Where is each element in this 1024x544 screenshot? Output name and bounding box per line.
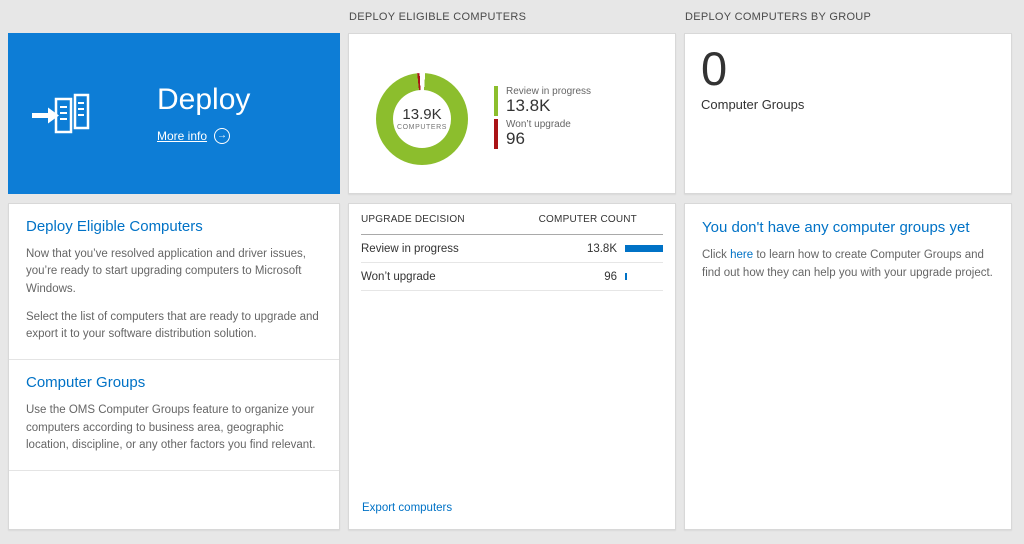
legend-label: Review in progress — [506, 86, 592, 98]
row-bar-cell — [617, 273, 663, 280]
legend-item-review-in-progress: Review in progress 13.8K — [494, 86, 591, 116]
right-column-header: DEPLOY COMPUTERS BY GROUP — [685, 10, 872, 23]
computer-groups-count-label: Computer Groups — [701, 97, 805, 113]
export-computers-link[interactable]: Export computers — [362, 502, 453, 514]
section-heading: Computer Groups — [26, 374, 146, 392]
here-link[interactable]: here — [730, 249, 754, 261]
row-value: 13.8K — [586, 242, 617, 255]
row-count-bar — [625, 273, 627, 280]
left-column: Deploy More info → Deploy Eligible Compu… — [8, 0, 340, 530]
deploy-icon — [32, 93, 90, 133]
arrow-right-circle-icon[interactable]: → — [214, 128, 231, 144]
computer-groups-count-card: 0 Computer Groups — [684, 33, 1012, 194]
computer-groups-count: 0 — [701, 42, 728, 95]
row-bar-cell — [617, 245, 663, 252]
deploy-tile[interactable]: Deploy More info → — [8, 33, 340, 194]
table-header-row: UPGRADE DECISION COMPUTER COUNT — [361, 204, 663, 235]
eligible-computers-chart-card: 13.9K COMPUTERS Review in progress 13.8K… — [348, 33, 676, 194]
section-deploy-eligible-computers: Deploy Eligible Computers Now that you’v… — [9, 204, 339, 359]
empty-text-before: Click — [702, 249, 731, 261]
middle-column: DEPLOY ELIGIBLE COMPUTERS 13.9K COMPUTER… — [348, 0, 676, 530]
middle-column-header: DEPLOY ELIGIBLE COMPUTERS — [349, 10, 527, 23]
row-count-bar — [625, 245, 663, 252]
card-footer — [9, 470, 339, 529]
upgrade-decision-table-card: UPGRADE DECISION COMPUTER COUNT Review i… — [348, 203, 676, 530]
legend-item-wont-upgrade: Won’t upgrade 96 — [494, 119, 591, 149]
computers-donut-chart[interactable]: 13.9K COMPUTERS — [376, 72, 468, 165]
donut-center: 13.9K COMPUTERS — [393, 89, 451, 148]
legend-color-bar-green — [494, 86, 498, 116]
table-row[interactable]: Review in progress 13.8K — [361, 235, 663, 263]
empty-text-after: to learn how to create Computer Groups a… — [702, 249, 993, 279]
legend-label: Won’t upgrade — [506, 119, 571, 130]
section-computer-groups: Computer Groups Use the OMS Computer Gro… — [9, 359, 339, 470]
section-paragraph: Use the OMS Computer Groups feature to o… — [26, 404, 316, 451]
export-row: Export computers — [361, 488, 663, 529]
deploy-tile-text: Deploy More info → — [157, 83, 250, 144]
deploy-tile-title: Deploy — [157, 83, 251, 116]
row-label: Won’t upgrade — [361, 270, 436, 283]
more-info-row: More info → — [157, 128, 250, 144]
legend-color-bar-red — [494, 119, 498, 149]
donut-total-label: COMPUTERS — [396, 124, 448, 131]
more-info-link[interactable]: More info — [157, 129, 208, 143]
table-row[interactable]: Won’t upgrade 96 — [361, 263, 663, 291]
row-value: 96 — [604, 270, 617, 283]
deploy-info-card: Deploy Eligible Computers Now that you’v… — [8, 203, 340, 530]
donut-total-value: 13.9K — [402, 106, 442, 123]
left-column-header-spacer — [8, 0, 340, 33]
column-header-upgrade-decision: UPGRADE DECISION — [361, 213, 465, 225]
section-paragraph: Select the list of computers that are re… — [26, 310, 319, 340]
legend-value: 96 — [506, 129, 525, 148]
right-column: DEPLOY COMPUTERS BY GROUP 0 Computer Gro… — [684, 0, 1012, 530]
empty-state-heading: You don't have any computer groups yet — [702, 219, 970, 236]
legend-value: 13.8K — [506, 96, 551, 116]
chart-legend: Review in progress 13.8K Won’t upgrade 9… — [494, 86, 591, 149]
no-computer-groups-card: You don't have any computer groups yet C… — [684, 203, 1012, 530]
section-heading: Deploy Eligible Computers — [26, 218, 203, 235]
row-label: Review in progress — [361, 242, 459, 255]
empty-state-text: Click here to learn how to create Comput… — [702, 247, 994, 283]
section-paragraph: Now that you’ve resolved application and… — [26, 248, 306, 295]
column-header-computer-count: COMPUTER COUNT — [538, 213, 637, 225]
